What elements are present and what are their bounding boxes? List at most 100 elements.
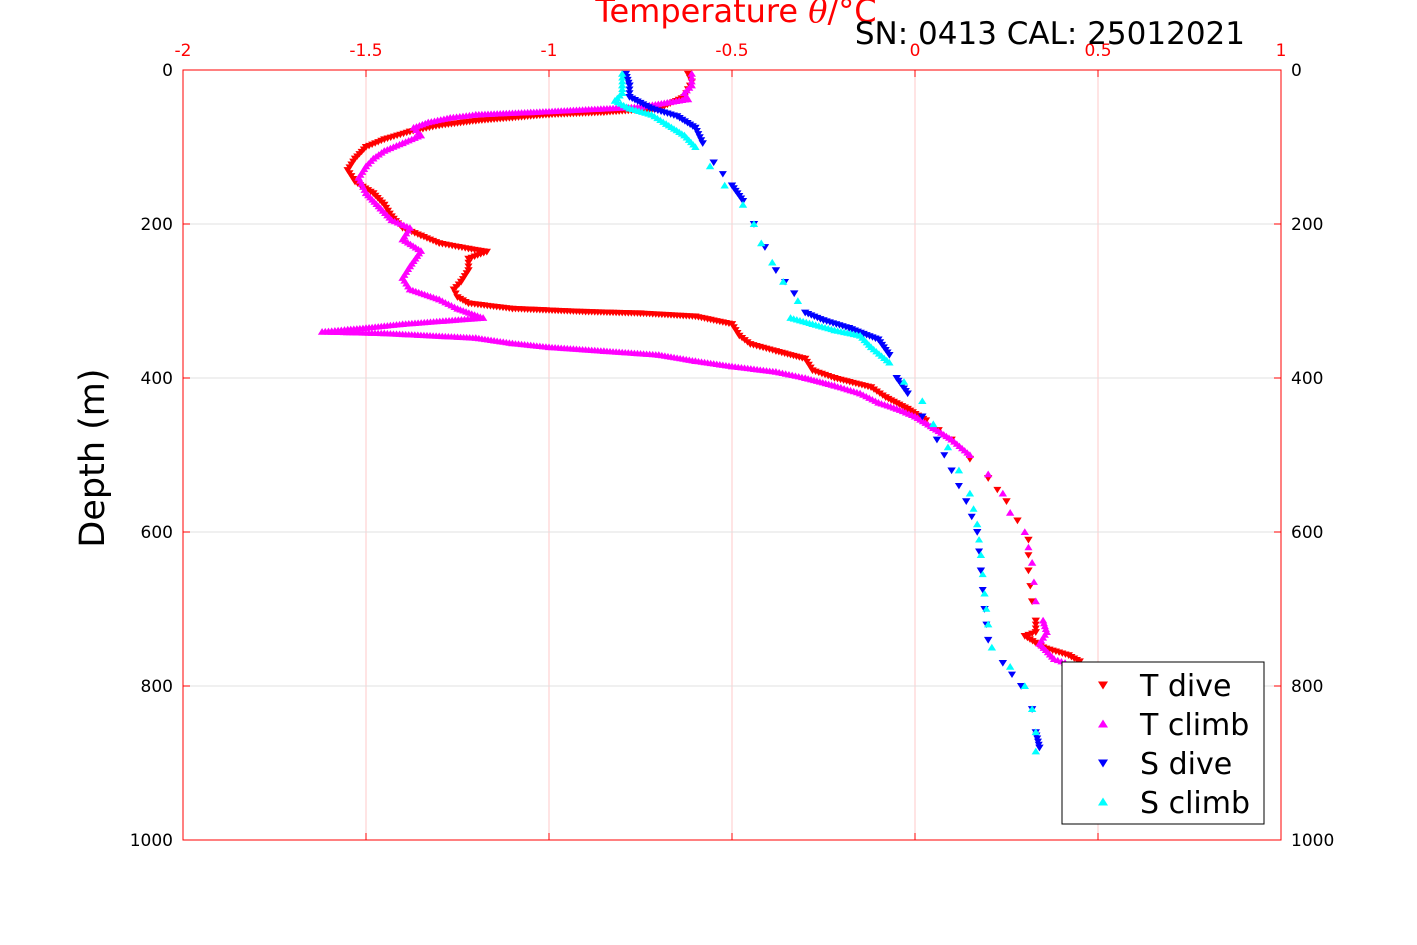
legend-label: T dive <box>1139 669 1231 704</box>
x-tick-label: -1.5 <box>349 41 382 61</box>
data-point <box>449 286 459 294</box>
data-point <box>1035 744 1044 752</box>
y-tick-label-right: 400 <box>1291 369 1323 389</box>
data-point <box>1005 508 1015 516</box>
data-point <box>976 567 986 575</box>
data-point <box>975 536 984 543</box>
data-point <box>1007 671 1016 679</box>
legend: T dive T climb S dive S climb <box>1061 661 1265 825</box>
y-tick-label-right: 600 <box>1291 523 1323 543</box>
data-point <box>687 77 696 85</box>
serial-calibration-label: SN: 0413 CAL: 25012021 <box>855 16 1245 52</box>
data-point <box>978 586 987 594</box>
data-point <box>768 258 777 266</box>
data-point <box>1031 617 1040 625</box>
legend-marker <box>1098 759 1108 768</box>
data-point <box>625 90 634 97</box>
chart-title-suffix: /°C <box>828 0 877 30</box>
data-point <box>718 171 727 178</box>
data-point <box>982 605 991 612</box>
data-point <box>1031 597 1040 605</box>
data-point <box>1031 747 1040 755</box>
legend-label: T climb <box>1139 708 1249 743</box>
data-point <box>749 220 759 227</box>
data-point <box>987 643 997 651</box>
series-t-climb <box>317 70 1070 666</box>
x-tick-label: -1 <box>541 41 558 61</box>
data-point <box>899 378 909 385</box>
data-point <box>464 263 473 270</box>
data-point <box>1027 705 1037 713</box>
data-point <box>954 483 963 490</box>
data-point <box>998 489 1008 497</box>
data-point <box>1024 552 1033 559</box>
data-point <box>1020 528 1029 535</box>
data-point <box>464 255 473 263</box>
data-point <box>998 659 1008 667</box>
chart-title: Temperature θ/°C <box>594 0 876 30</box>
chart-title-prefix: Temperature <box>594 0 808 30</box>
data-point <box>771 267 781 274</box>
data-point <box>976 551 986 559</box>
y-tick-label-left: 1000 <box>130 831 173 851</box>
data-point <box>691 143 700 150</box>
legend-marker <box>1098 719 1108 728</box>
data-point <box>932 436 942 444</box>
data-point <box>464 259 473 267</box>
data-point <box>1031 728 1040 736</box>
data-point <box>625 82 634 90</box>
data-point <box>984 620 993 628</box>
data-point <box>962 498 971 505</box>
data-point <box>625 86 634 93</box>
data-point <box>947 467 956 475</box>
data-point <box>918 397 927 405</box>
data-point <box>1002 498 1011 505</box>
data-point <box>965 489 975 497</box>
data-point <box>720 181 729 189</box>
data-point <box>618 77 627 85</box>
data-point <box>779 277 788 285</box>
data-point <box>757 239 766 247</box>
data-point <box>705 162 715 170</box>
data-point <box>687 70 696 77</box>
data-point <box>1024 543 1033 551</box>
data-point <box>929 420 938 428</box>
data-point <box>698 140 707 147</box>
x-tick-label: 0.5 <box>1084 41 1111 61</box>
x-tick-label: 0 <box>910 41 921 61</box>
plot-area <box>317 70 1084 755</box>
data-point <box>973 529 982 536</box>
data-point <box>1031 625 1040 632</box>
data-point <box>918 413 927 421</box>
legend-box <box>1061 661 1265 825</box>
data-point <box>978 570 987 578</box>
data-point <box>965 451 975 458</box>
data-point <box>451 290 460 297</box>
data-point <box>984 636 993 644</box>
data-point <box>618 85 627 93</box>
data-point <box>618 74 627 81</box>
series-s-climb <box>610 70 1040 755</box>
legend-label: S climb <box>1140 786 1250 821</box>
legend-marker <box>1098 681 1108 690</box>
data-point <box>790 290 799 298</box>
y-tick-label-left: 0 <box>162 61 173 81</box>
data-point <box>1024 536 1033 544</box>
data-point <box>687 74 696 81</box>
data-point <box>793 297 803 304</box>
series-s-dive <box>621 70 1044 752</box>
data-point <box>1027 559 1037 566</box>
data-point <box>993 486 1002 494</box>
y-tick-label-left: 600 <box>141 523 173 543</box>
data-point <box>885 351 894 359</box>
x-tick-label: 1 <box>1276 41 1287 61</box>
data-point <box>618 81 627 89</box>
y-tick-label-right: 800 <box>1291 677 1323 697</box>
data-point <box>618 70 627 77</box>
y-tick-label-left: 400 <box>141 369 173 389</box>
data-point <box>738 200 748 208</box>
data-point <box>967 513 976 521</box>
data-point <box>903 390 912 398</box>
y-tick-label-right: 1000 <box>1291 831 1334 851</box>
